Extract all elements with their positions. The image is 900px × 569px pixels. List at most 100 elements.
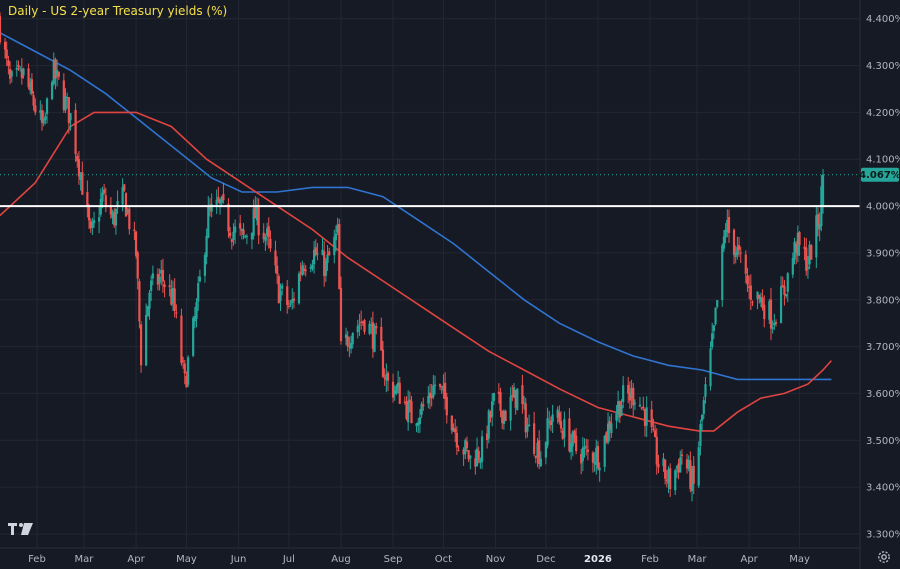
candle-body xyxy=(168,285,171,288)
candle-body xyxy=(680,454,684,457)
candle-body xyxy=(665,479,668,482)
candle-body xyxy=(561,430,564,440)
candle-body xyxy=(521,385,524,405)
candle-body xyxy=(784,293,788,297)
candle-body xyxy=(207,206,210,238)
candle-body xyxy=(381,349,385,377)
y-tick-label: 4.100% xyxy=(866,155,900,166)
candle-body xyxy=(433,384,437,386)
y-tick-label: 3.900% xyxy=(866,248,900,259)
candle-body xyxy=(66,96,69,99)
candle-body xyxy=(524,403,527,433)
candle-body xyxy=(403,401,406,403)
candle-body xyxy=(254,205,257,219)
candle-body xyxy=(528,424,531,427)
candle-body xyxy=(101,192,104,202)
candle-body xyxy=(420,403,423,415)
candle-body xyxy=(465,441,469,449)
candle-body xyxy=(208,207,212,209)
candle-body xyxy=(746,275,749,285)
candle-body xyxy=(218,199,222,204)
candle-body xyxy=(197,282,200,302)
candle-body xyxy=(187,357,190,385)
candle-body xyxy=(324,260,327,276)
candle-body xyxy=(645,407,648,426)
candle-body xyxy=(596,445,600,469)
candle-body xyxy=(701,414,704,421)
candle-body xyxy=(504,410,507,422)
candle-body xyxy=(722,236,726,249)
candle-body xyxy=(222,194,225,201)
candle-body xyxy=(549,420,553,426)
x-tick-label: May xyxy=(789,554,810,565)
candle-body xyxy=(486,433,489,441)
candle-body xyxy=(786,273,789,292)
chart-title: Daily - US 2-year Treasury yields (%) xyxy=(8,4,228,18)
candle-body xyxy=(277,276,280,304)
candle-body xyxy=(407,400,410,423)
x-tick-label: Apr xyxy=(127,554,145,565)
candle-body xyxy=(580,453,583,464)
tradingview-logo-icon xyxy=(8,521,34,537)
candle-body xyxy=(252,208,255,236)
candle-body xyxy=(220,196,223,204)
candle-body xyxy=(571,431,574,447)
candle-body xyxy=(763,304,766,320)
candle-body xyxy=(622,385,625,403)
candle-body xyxy=(10,71,13,77)
y-tick-label: 4.400% xyxy=(866,14,900,25)
candle-body xyxy=(371,322,374,349)
candle-body xyxy=(732,229,736,255)
candle-body xyxy=(3,41,7,50)
candle-body xyxy=(617,401,620,414)
candle-body xyxy=(544,442,547,458)
candle-body xyxy=(287,305,291,307)
candle-body xyxy=(445,396,448,416)
candle-body xyxy=(805,247,808,271)
candle-body xyxy=(180,315,183,363)
candle-body xyxy=(657,464,660,468)
candle-body xyxy=(702,400,705,415)
candle-body xyxy=(761,297,764,308)
candle-body xyxy=(380,326,383,351)
candle-body xyxy=(410,401,413,424)
last-price-badge xyxy=(861,167,899,182)
candle-body xyxy=(44,116,47,120)
gear-icon[interactable] xyxy=(876,549,892,565)
x-tick-label: Jul xyxy=(282,554,295,565)
candle-body xyxy=(358,324,361,326)
candle-body xyxy=(563,419,566,438)
candle-body xyxy=(244,235,247,238)
candle-body xyxy=(240,229,243,231)
candle-body xyxy=(230,239,233,243)
candle-body xyxy=(192,317,195,356)
candle-body xyxy=(618,401,621,418)
candle-body xyxy=(289,303,292,305)
y-tick-label: 3.400% xyxy=(866,483,900,494)
candle-body xyxy=(593,462,596,464)
y-tick-label: 4.200% xyxy=(866,108,900,119)
candle-body xyxy=(77,159,81,177)
candle-body xyxy=(104,195,107,207)
candle-body xyxy=(338,224,341,290)
candle-body xyxy=(712,325,715,331)
candle-body xyxy=(798,232,801,246)
candle-body xyxy=(664,459,667,479)
candle-body xyxy=(250,232,254,240)
candle-body xyxy=(418,417,422,424)
candle-body xyxy=(86,192,89,207)
candle-body xyxy=(301,265,304,275)
candle-body xyxy=(627,384,630,394)
candle-body xyxy=(103,189,106,193)
candle-body xyxy=(146,305,149,317)
candle-body xyxy=(373,325,376,352)
candle-body xyxy=(323,251,326,277)
candle-body xyxy=(806,267,810,269)
candle-body xyxy=(444,382,447,399)
candle-body xyxy=(292,298,296,301)
candle-body xyxy=(667,468,670,484)
candle-body xyxy=(793,241,796,260)
candle-body xyxy=(737,245,741,250)
candle-body xyxy=(573,430,576,438)
